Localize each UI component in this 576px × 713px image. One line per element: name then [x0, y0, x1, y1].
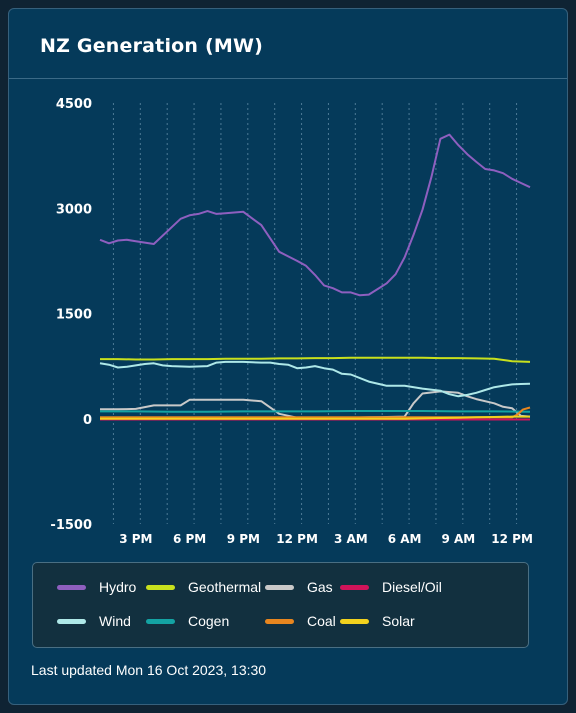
y-tick-label: 4500: [56, 97, 92, 112]
last-updated-text: Last updated Mon 16 Oct 2023, 13:30: [31, 662, 267, 678]
legend-label: Diesel/Oil: [382, 579, 442, 595]
legend-label: Cogen: [188, 613, 230, 629]
series-line-geothermal: [100, 356, 531, 363]
legend-label: Solar: [382, 613, 415, 629]
x-axis: 3 PM 6 PM 9 PM 12 PM 3 AM 6 AM 9 AM 12 PM: [119, 532, 533, 546]
series-line-cogen: [100, 410, 531, 413]
legend-item-diesel-oil[interactable]: Diesel/Oil: [340, 579, 442, 595]
title-divider: [9, 78, 567, 79]
legend-swatch: [146, 584, 175, 590]
x-tick-label: 12 PM: [491, 532, 533, 546]
series-line-wind: [99, 360, 531, 398]
legend-label: Hydro: [99, 579, 137, 595]
x-tick-label: 12 PM: [276, 532, 318, 546]
legend-item-gas[interactable]: Gas: [265, 579, 333, 595]
y-tick-label: 1500: [56, 308, 92, 323]
y-tick-label: 0: [83, 413, 92, 428]
legend-item-hydro[interactable]: Hydro: [57, 579, 136, 595]
legend-swatch: [57, 584, 86, 590]
y-tick-label: -1500: [50, 518, 92, 533]
series-line-solar: [100, 415, 530, 420]
x-tick-label: 6 AM: [388, 532, 422, 546]
legend-swatch: [265, 584, 294, 590]
series-line-hydro: [99, 133, 531, 297]
legend-swatch: [340, 584, 369, 590]
vertical-grid: [112, 103, 518, 524]
legend-label: Gas: [307, 579, 333, 595]
legend-item-coal[interactable]: Coal: [265, 613, 336, 629]
legend-swatch: [57, 618, 86, 624]
x-tick-label: 9 PM: [227, 532, 260, 546]
legend-swatch: [146, 618, 175, 624]
x-tick-label: 9 AM: [441, 532, 475, 546]
x-tick-label: 6 PM: [173, 532, 206, 546]
legend-label: Coal: [307, 613, 336, 629]
series-lines: [99, 133, 531, 421]
legend-label: Wind: [99, 613, 131, 629]
chart-title: NZ Generation (MW): [40, 35, 263, 57]
legend-label: Geothermal: [188, 579, 262, 595]
legend-item-cogen[interactable]: Cogen: [146, 613, 229, 629]
legend-swatch: [340, 618, 369, 624]
y-tick-label: 3000: [56, 202, 92, 217]
chart-legend: Hydro Geothermal Gas Diesel/Oil Wind Cogen Coa…: [32, 562, 529, 648]
legend-item-wind[interactable]: Wind: [57, 613, 131, 629]
legend-item-solar[interactable]: Solar: [340, 613, 415, 629]
legend-swatch: [265, 618, 294, 624]
x-tick-label: 3 PM: [119, 532, 152, 546]
legend-item-geothermal[interactable]: Geothermal: [146, 579, 261, 595]
x-tick-label: 3 AM: [334, 532, 368, 546]
y-axis: 4500 3000 1500 0 -1500: [50, 97, 92, 533]
